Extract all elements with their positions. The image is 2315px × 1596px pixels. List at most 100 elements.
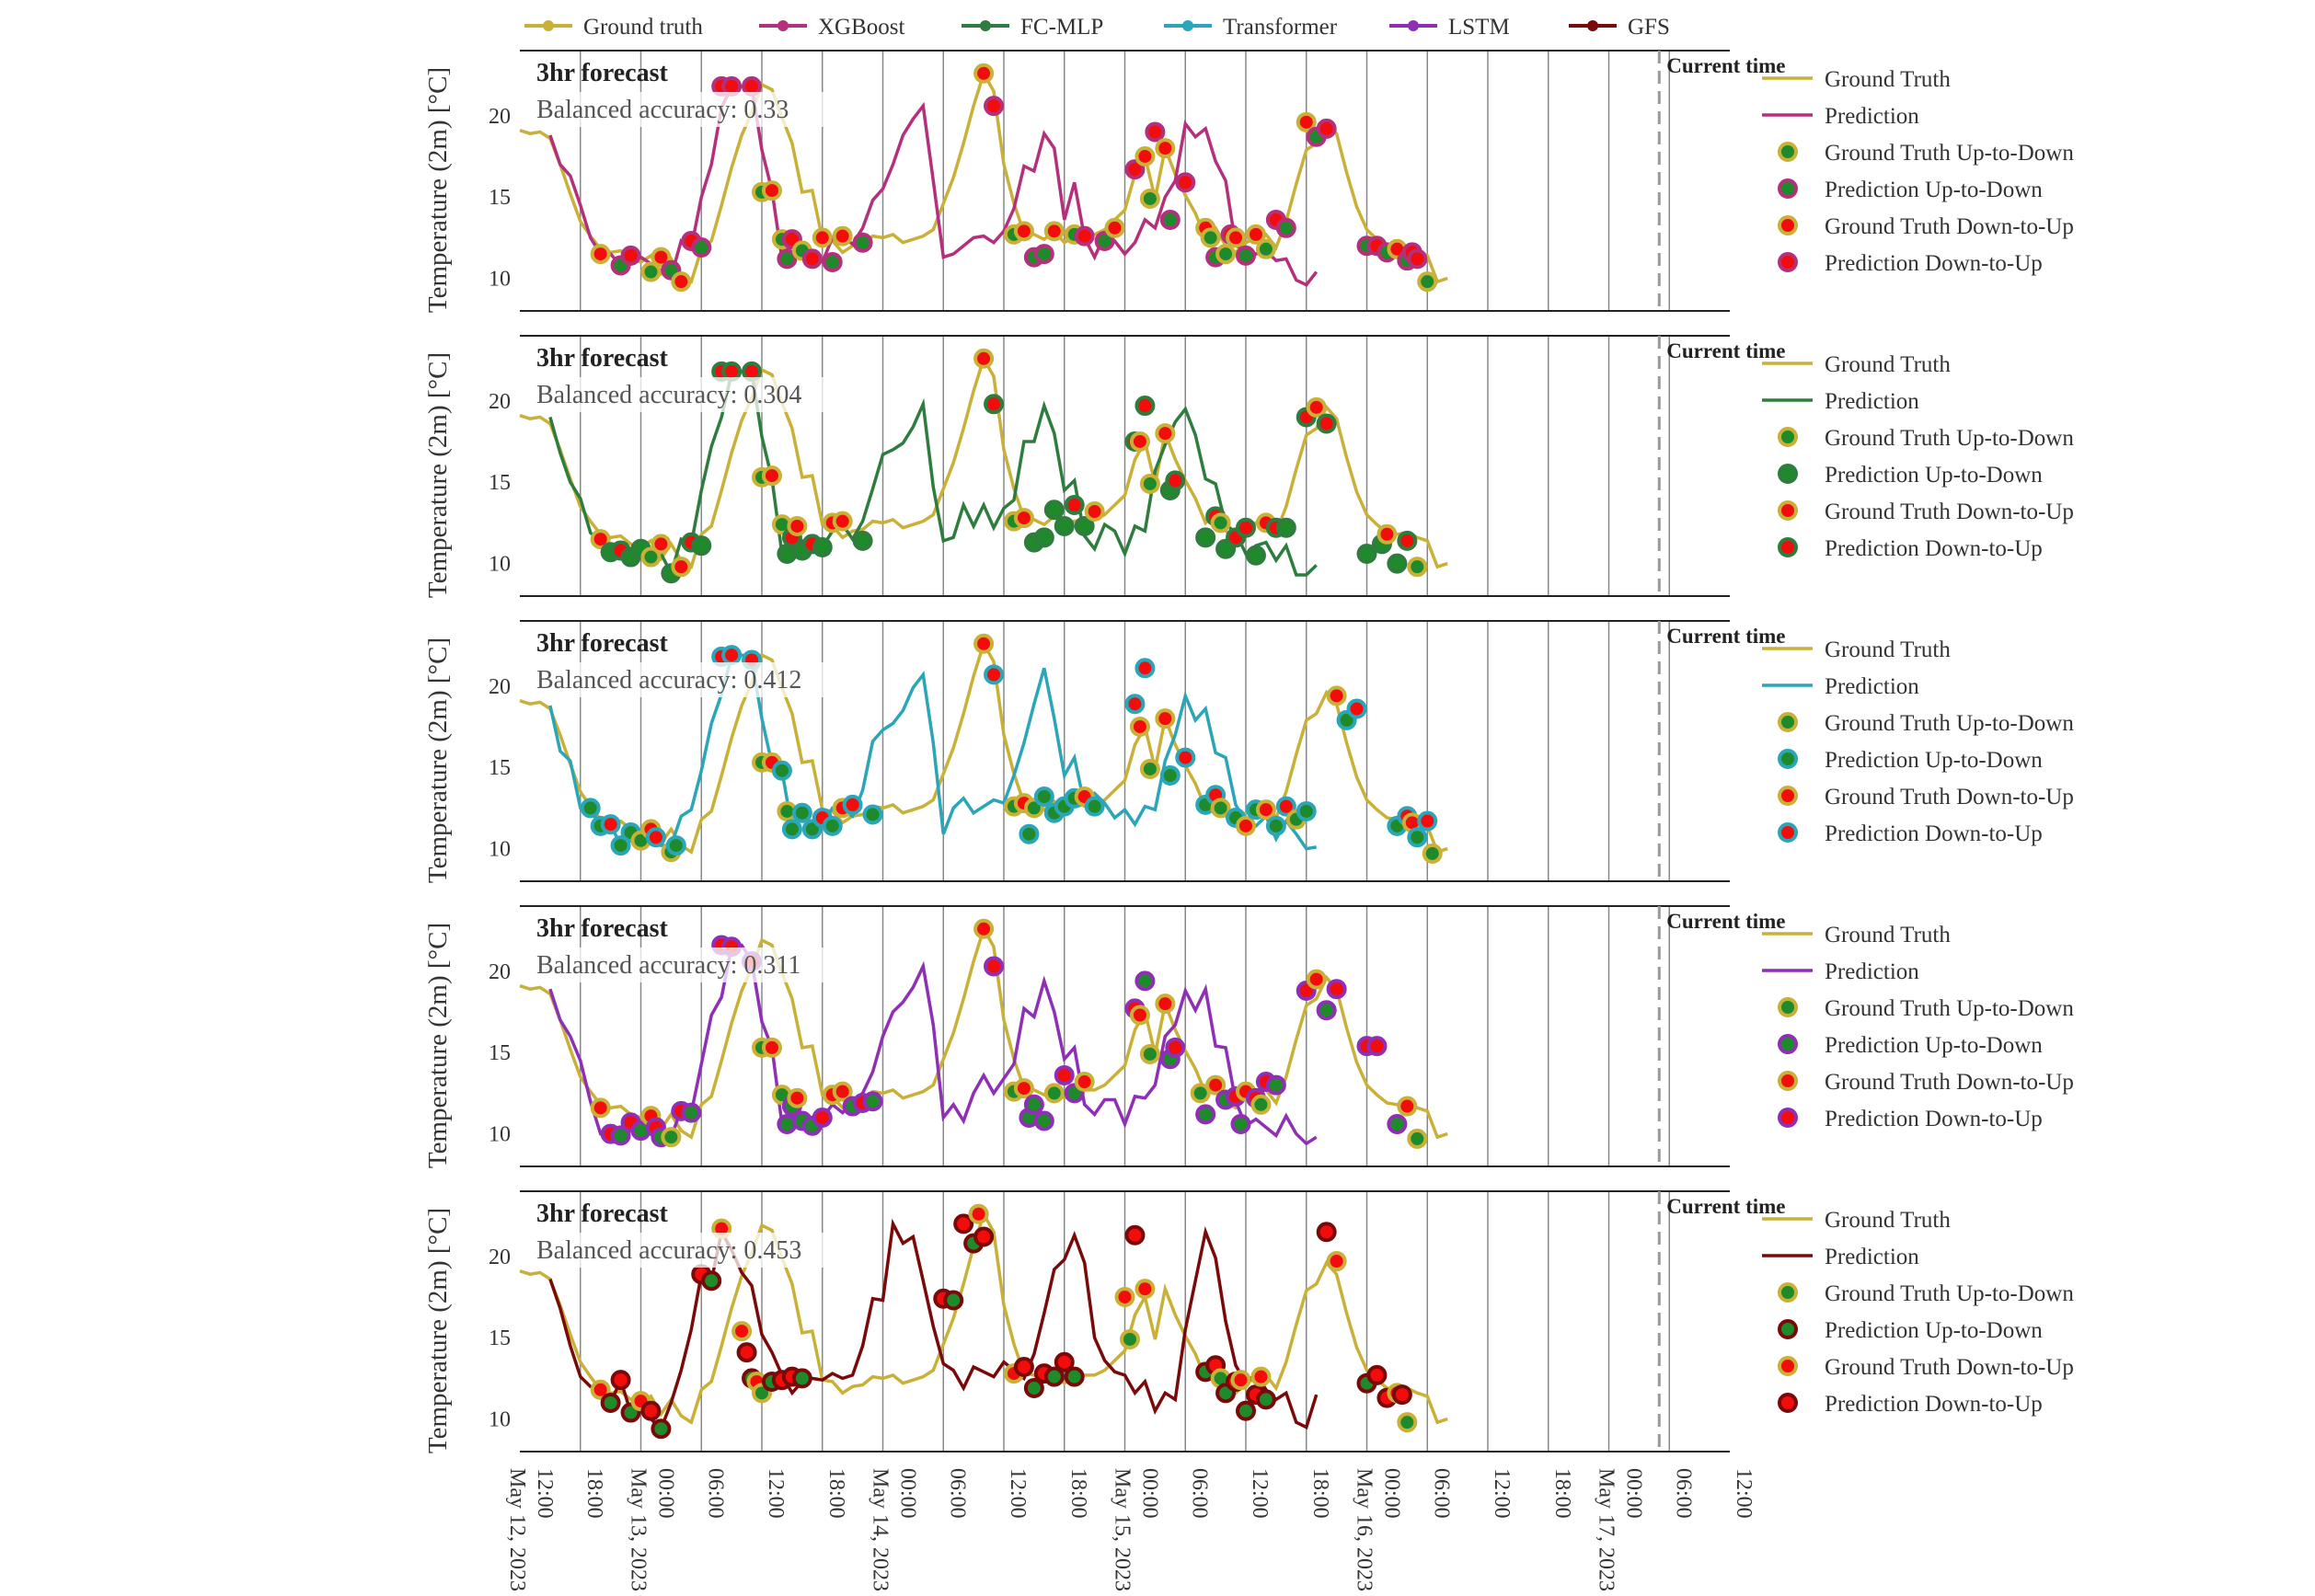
transition-marker-gt-dtu: [1245, 224, 1266, 245]
y-tick-label: 10: [489, 1123, 511, 1147]
top-legend-marker: [1182, 20, 1193, 31]
legend-item: Ground Truth Up-to-Down: [1778, 711, 2074, 736]
transition-marker-gt-dtu: [968, 1203, 989, 1224]
transition-marker-pred-utd: [852, 232, 873, 253]
balanced-accuracy: Balanced accuracy: 0.311: [536, 951, 800, 980]
top-legend-item: GFS: [1569, 15, 1670, 40]
transition-marker-pred-utd: [1236, 1400, 1256, 1421]
transition-marker-pred-dtu: [1064, 494, 1085, 515]
transition-marker-pred-utd: [1387, 553, 1408, 574]
legend-item: Ground Truth: [1762, 637, 1951, 662]
legend-marker-gt-dtu: [1778, 1071, 1798, 1091]
legend-item: Ground Truth Down-to-Up: [1778, 1355, 2074, 1380]
y-tick-label: 20: [489, 960, 511, 984]
legend-item: Ground Truth: [1762, 352, 1951, 377]
forecast-panel-fc-mlp: 10 15 20 Temperature (2m) [°C] Current time 3…: [423, 335, 2074, 598]
transition-marker-gt-dtu: [1226, 227, 1247, 248]
transition-marker-gt-dtu: [787, 1087, 808, 1108]
transition-marker-pred-utd: [1023, 1378, 1044, 1399]
transition-marker-pred-utd: [610, 1125, 631, 1146]
transition-marker-pred-utd: [777, 248, 798, 270]
transition-marker-pred-utd: [1265, 815, 1286, 836]
legend-marker-gt-dtu: [1778, 1356, 1798, 1376]
transition-marker-pred-utd: [1159, 765, 1181, 787]
legend-item: Ground Truth Up-to-Down: [1778, 141, 2074, 166]
transition-marker-gt-dtu: [590, 1097, 611, 1119]
transition-marker-pred-utd: [1033, 787, 1054, 808]
transition-marker-pred-dtu: [1391, 1384, 1412, 1406]
transition-marker-gt-dtu: [1104, 217, 1125, 238]
legend-item: Ground Truth Down-to-Up: [1778, 1070, 2074, 1095]
x-tick-hour-label: 06:00: [1429, 1468, 1453, 1519]
transition-marker-gt-dtu: [973, 918, 995, 939]
x-tick-date-label: May 13, 2023: [627, 1468, 651, 1591]
legend-item: Prediction Down-to-Up: [1778, 1392, 2043, 1417]
transition-marker-gt-dtu: [651, 534, 672, 555]
transition-marker-gt-dtu: [1255, 799, 1276, 821]
transition-marker-pred-dtu: [953, 1213, 974, 1234]
transition-marker-gt-dtu: [761, 465, 782, 487]
transition-marker-gt-dtu: [1326, 1251, 1347, 1272]
transition-marker-gt-dtu: [1114, 1286, 1135, 1307]
transition-marker-gt-utd: [1139, 473, 1160, 494]
x-tick-hour-label: 12:00: [1490, 1468, 1514, 1519]
transition-marker-gt-dtu: [1155, 138, 1176, 159]
legend-item: Prediction Down-to-Up: [1778, 251, 2043, 276]
legend-label: Ground Truth Down-to-Up: [1825, 499, 2074, 524]
transition-marker-pred-utd: [1230, 1114, 1251, 1135]
transition-marker-gt-dtu: [832, 511, 853, 532]
transition-marker-gt-utd: [661, 1127, 682, 1148]
transition-marker-pred-utd: [1054, 515, 1075, 536]
x-tick-hour-label: 12:00: [1006, 1468, 1030, 1519]
transition-marker-pred-utd: [610, 835, 631, 856]
transition-marker-gt-dtu: [590, 529, 611, 550]
legend-item: Ground Truth Up-to-Down: [1778, 996, 2074, 1021]
legend-marker-gt-utd: [1778, 427, 1798, 447]
transition-marker-gt-dtu: [1296, 111, 1317, 132]
legend-label: Ground Truth Down-to-Up: [1825, 785, 2074, 809]
transition-marker-gt-dtu: [973, 348, 995, 369]
legend-item: Ground Truth Up-to-Down: [1778, 1281, 2074, 1306]
transition-marker-pred-dtu: [1124, 1224, 1146, 1246]
transition-marker-gt-dtu: [973, 63, 995, 84]
transition-marker-gt-dtu: [1129, 716, 1150, 737]
transition-marker-gt-utd: [1139, 188, 1160, 209]
transition-marker-gt-utd: [1210, 512, 1231, 534]
x-tick-hour-label: 12:00: [764, 1468, 788, 1519]
transition-marker-pred-utd: [1033, 1110, 1054, 1131]
legend-label: Ground Truth Up-to-Down: [1825, 426, 2074, 451]
transition-marker-gt-utd: [1139, 1043, 1160, 1064]
legend-item: Prediction Down-to-Up: [1778, 821, 2043, 846]
transition-marker-pred-dtu: [1236, 517, 1256, 538]
transition-marker-pred-dtu: [721, 645, 743, 666]
x-tick-hour-label: 00:00: [896, 1468, 920, 1519]
transition-marker-pred-dtu: [610, 1370, 631, 1391]
transition-marker-gt-dtu: [1129, 431, 1150, 452]
forecast-panel-xgboost: 10 15 20 Temperature (2m) [°C] Current time 3…: [423, 50, 2074, 313]
transition-marker-pred-dtu: [1054, 1351, 1075, 1372]
transition-marker-gt-dtu: [973, 633, 995, 654]
legend-label: Ground Truth Down-to-Up: [1825, 1070, 2074, 1095]
x-tick-hour-label: 12:00: [1248, 1468, 1272, 1519]
transition-marker-pred-utd: [1074, 515, 1095, 536]
transition-marker-pred-utd: [665, 835, 686, 856]
legend-item: Prediction Up-to-Down: [1778, 178, 2043, 202]
y-axis-label: Temperature (2m) [°C]: [423, 637, 453, 883]
legend-label: Prediction Down-to-Up: [1825, 536, 2043, 561]
legend-label: Ground Truth Up-to-Down: [1825, 1281, 2074, 1306]
y-tick-label: 10: [489, 838, 511, 862]
transition-marker-gt-dtu: [1250, 1366, 1272, 1387]
transition-marker-pred-utd: [1275, 217, 1296, 238]
legend-marker-pred-dtu: [1778, 1393, 1798, 1413]
top-legend: Ground truth XGBoost FC-MLP Transformer LSTM…: [524, 15, 1670, 40]
transition-marker-gt-dtu: [812, 227, 833, 248]
transition-marker-gt-dtu: [590, 244, 611, 265]
transition-marker-pred-utd: [771, 760, 792, 781]
legend-item: Prediction: [1762, 959, 1919, 984]
transition-marker-gt-utd: [1119, 1328, 1140, 1349]
transition-marker-gt-dtu: [731, 1321, 753, 1342]
transition-marker-gt-dtu: [1013, 1078, 1034, 1099]
top-legend-item: XGBoost: [759, 15, 905, 40]
y-tick-label: 15: [489, 186, 511, 210]
x-tick-hour-label: 00:00: [1622, 1468, 1646, 1519]
